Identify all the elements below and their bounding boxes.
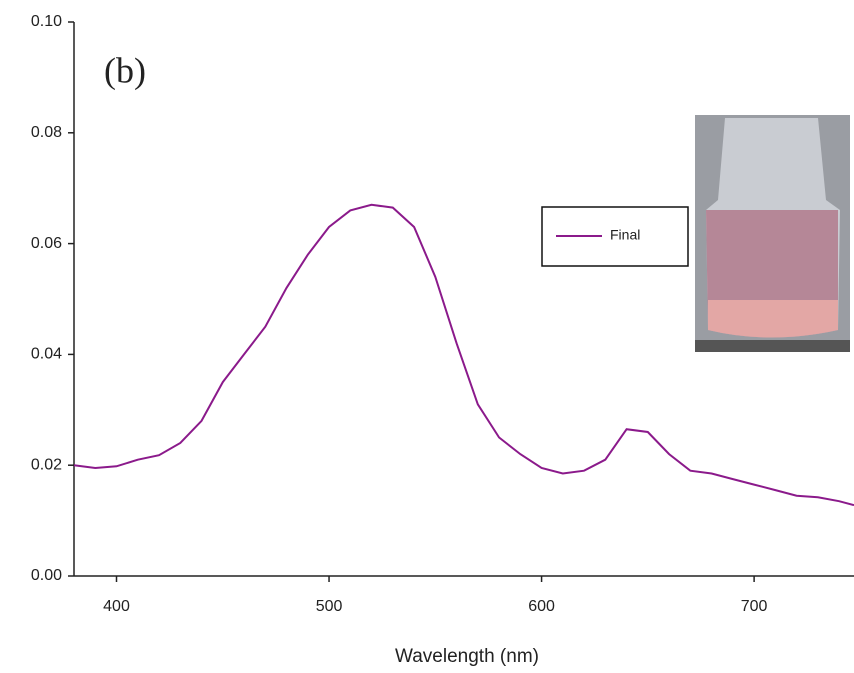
x-axis-label: Wavelength (nm) (395, 646, 539, 667)
y-tick-label: 0.04 (31, 346, 62, 363)
legend: Final (541, 206, 689, 267)
data-line (73, 203, 854, 507)
x-tick-label: 600 (528, 598, 555, 615)
inset-photo (695, 115, 850, 352)
y-tick-label: 0.08 (31, 124, 62, 141)
x-tick-label: 700 (741, 598, 768, 615)
y-tick-label: 0.02 (31, 456, 62, 473)
y-tick-label: 0.06 (31, 235, 62, 252)
x-tick-label: 500 (316, 598, 343, 615)
y-tick-label: 0.00 (31, 567, 62, 584)
legend-label: Final (610, 227, 640, 243)
y-tick-label: 0.10 (31, 13, 62, 30)
panel-label: (b) (104, 50, 146, 90)
x-tick-label: 400 (103, 598, 130, 615)
